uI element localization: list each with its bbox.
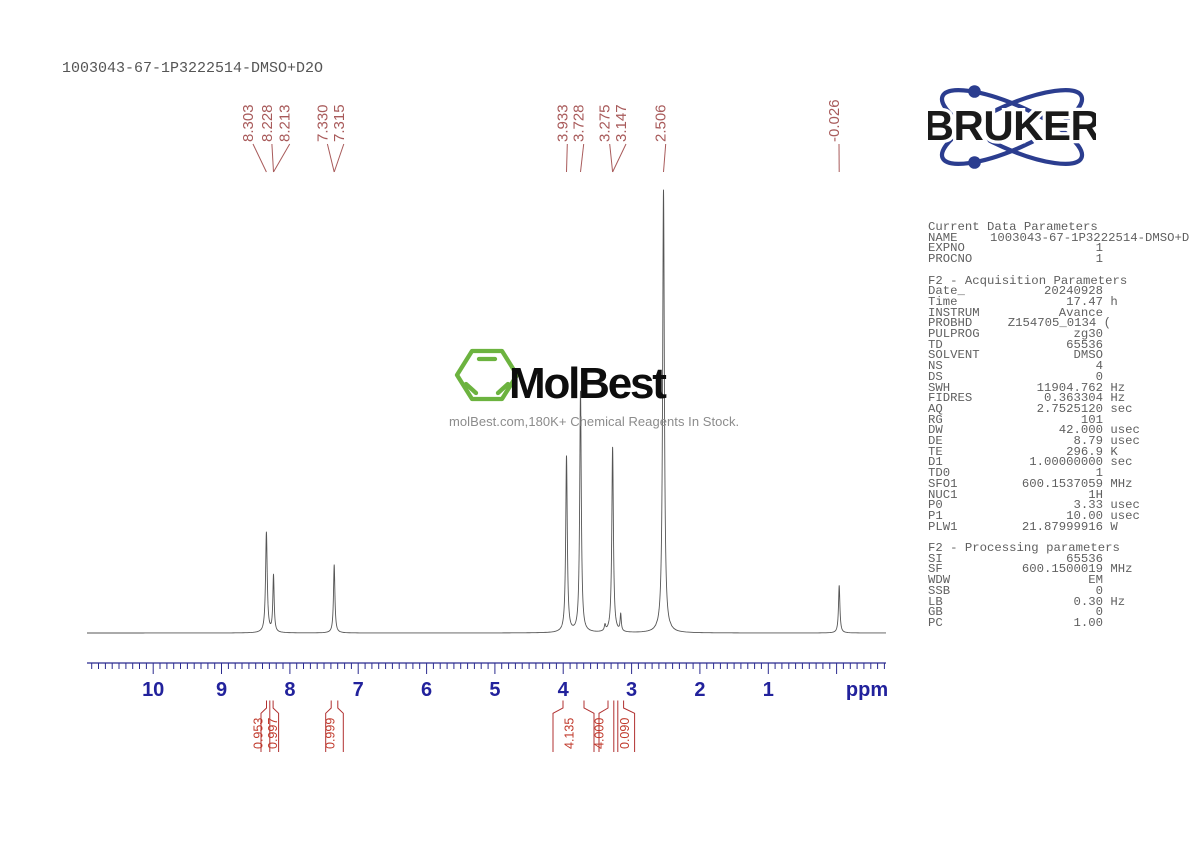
svg-text:2.506: 2.506 — [653, 104, 670, 142]
svg-text:8: 8 — [284, 679, 295, 701]
svg-text:3.147: 3.147 — [613, 104, 630, 142]
svg-text:0.090: 0.090 — [618, 718, 632, 749]
svg-text:6: 6 — [421, 679, 432, 701]
svg-text:3.933: 3.933 — [554, 104, 571, 142]
svg-text:2: 2 — [694, 679, 705, 701]
svg-text:4: 4 — [558, 679, 570, 701]
svg-text:8.303: 8.303 — [240, 104, 257, 142]
svg-text:0.997: 0.997 — [266, 718, 280, 749]
svg-text:0.999: 0.999 — [324, 718, 338, 749]
svg-text:-0.026: -0.026 — [826, 99, 843, 142]
svg-text:9: 9 — [216, 679, 227, 701]
svg-text:7: 7 — [353, 679, 364, 701]
svg-text:3: 3 — [626, 679, 637, 701]
svg-text:7.330: 7.330 — [314, 104, 331, 142]
svg-text:8.228: 8.228 — [259, 104, 276, 142]
svg-text:5: 5 — [489, 679, 500, 701]
svg-text:3.275: 3.275 — [597, 104, 614, 142]
svg-text:MolBest: MolBest — [509, 359, 667, 408]
svg-text:0.953: 0.953 — [252, 718, 266, 749]
svg-text:3.728: 3.728 — [571, 104, 588, 142]
svg-text:4.135: 4.135 — [563, 718, 577, 749]
svg-text:7.315: 7.315 — [331, 104, 348, 142]
svg-text:ppm: ppm — [846, 679, 888, 701]
svg-text:8.213: 8.213 — [277, 104, 294, 142]
svg-text:10: 10 — [142, 679, 164, 701]
svg-text:1: 1 — [763, 679, 774, 701]
svg-text:4.000: 4.000 — [593, 718, 607, 749]
